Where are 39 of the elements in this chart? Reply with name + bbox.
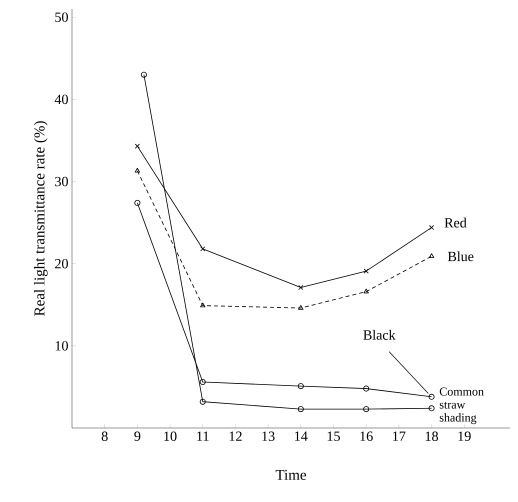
point xyxy=(298,406,304,412)
point xyxy=(363,406,370,412)
x-tick-label: 8 xyxy=(102,432,108,441)
point xyxy=(200,302,206,308)
x-tick-label: 17 xyxy=(393,432,406,441)
text: Black xyxy=(363,330,396,340)
x-tick-label: 15 xyxy=(328,432,340,441)
x-tick-label: 9 xyxy=(134,432,140,441)
y-tick-label: 50 xyxy=(55,12,68,22)
point xyxy=(429,225,434,230)
x-tick-label: 13 xyxy=(262,432,275,441)
point xyxy=(364,268,369,274)
x-tick-label: 14 xyxy=(295,432,308,441)
point xyxy=(363,386,370,392)
x-tick-label: 12 xyxy=(230,432,242,441)
y-tick-label: 40 xyxy=(54,94,68,104)
point xyxy=(364,288,369,294)
point xyxy=(298,284,304,290)
x-axis-title: Time xyxy=(276,470,306,480)
x-tick-label: 10 xyxy=(164,432,177,441)
x-tick-label: 16 xyxy=(360,432,373,441)
y-tick-label: 30 xyxy=(55,176,68,186)
series-label: Red xyxy=(444,218,467,228)
point xyxy=(200,378,206,385)
x-tick-label: 11 xyxy=(197,432,209,441)
series-label: Blue xyxy=(448,251,474,262)
point xyxy=(298,383,304,390)
point xyxy=(298,305,304,310)
series-label: Common straw shading xyxy=(440,388,484,424)
point xyxy=(134,144,140,149)
point xyxy=(200,398,206,405)
x-tick-label: 19 xyxy=(458,432,471,441)
point xyxy=(134,168,140,173)
point xyxy=(428,253,434,258)
x-tick-label: 18 xyxy=(426,432,438,441)
y-tick-label: 20 xyxy=(55,258,68,268)
y-axis-title: Real light transmittance rate (%) xyxy=(34,121,48,316)
y-tick-label: 10 xyxy=(56,341,68,351)
point xyxy=(200,246,206,252)
